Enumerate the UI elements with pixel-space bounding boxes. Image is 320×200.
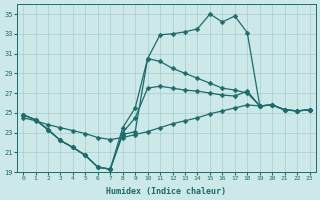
X-axis label: Humidex (Indice chaleur): Humidex (Indice chaleur) — [106, 187, 226, 196]
